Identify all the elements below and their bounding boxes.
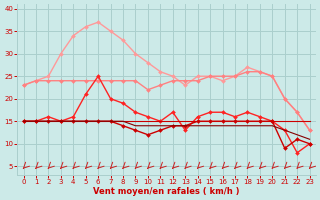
X-axis label: Vent moyen/en rafales ( km/h ): Vent moyen/en rafales ( km/h ) [93, 187, 240, 196]
